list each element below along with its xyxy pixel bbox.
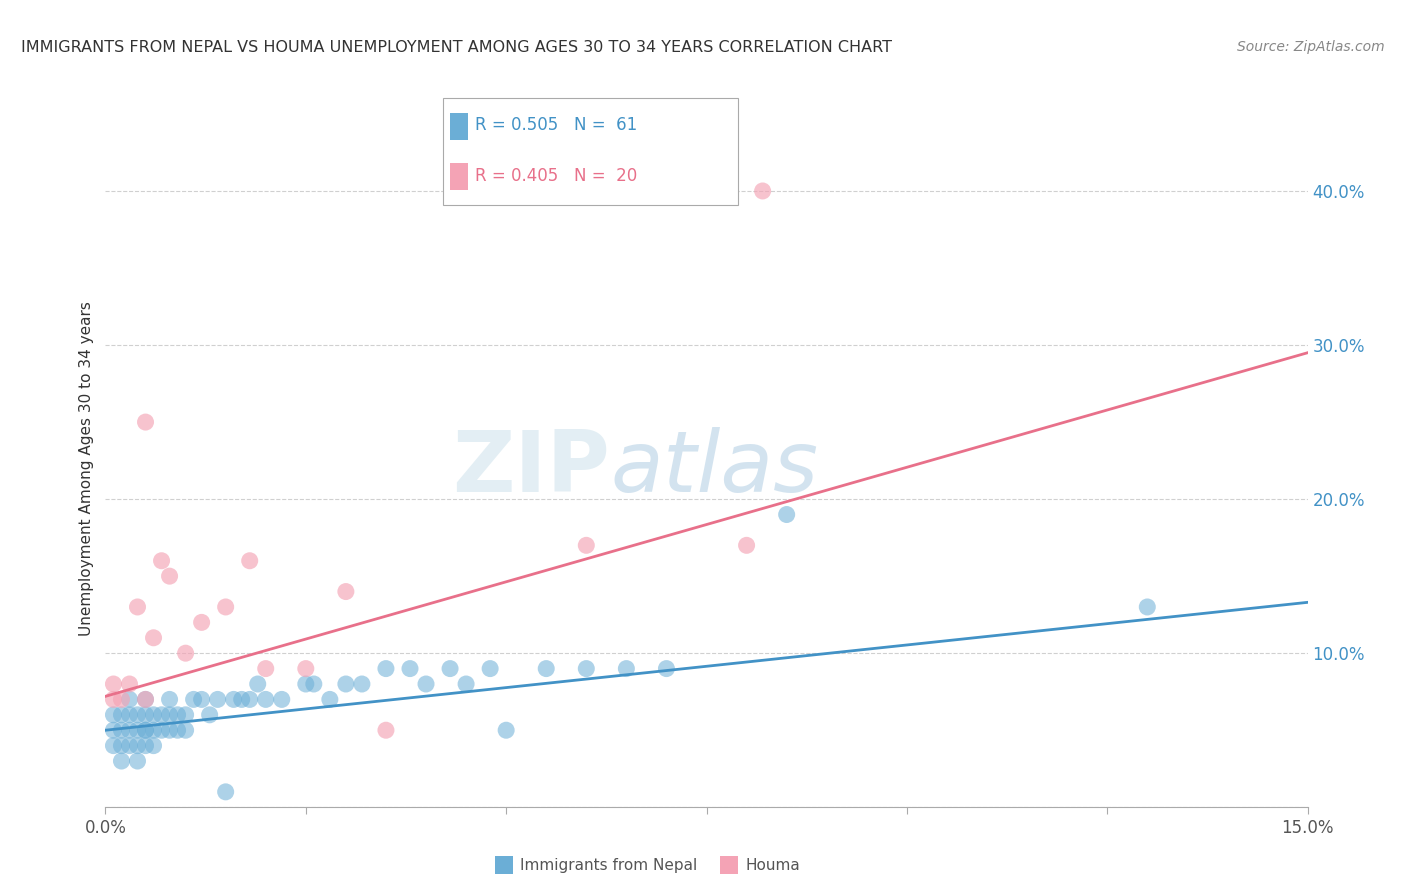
Point <box>415 677 437 691</box>
Point <box>479 662 502 676</box>
Point <box>142 707 165 722</box>
Point <box>575 662 598 676</box>
Point <box>374 723 398 738</box>
Text: Houma: Houma <box>745 858 800 872</box>
Point <box>222 692 245 706</box>
Point <box>174 646 197 660</box>
Point <box>335 584 357 599</box>
Point <box>150 707 173 722</box>
Point <box>454 677 477 691</box>
Point <box>159 569 181 583</box>
Point <box>142 723 165 738</box>
Point <box>302 677 325 691</box>
Point <box>495 723 517 738</box>
Point <box>295 677 318 691</box>
Point <box>246 677 269 691</box>
Point <box>142 631 165 645</box>
Point <box>190 692 212 706</box>
Point <box>135 692 157 706</box>
Point <box>127 739 149 753</box>
Point <box>575 538 598 552</box>
Point <box>207 692 229 706</box>
Point <box>534 662 557 676</box>
Point <box>231 692 253 706</box>
Text: ZIP: ZIP <box>453 426 610 510</box>
Point <box>159 723 181 738</box>
Point <box>159 692 181 706</box>
Point <box>118 723 141 738</box>
Point <box>135 415 157 429</box>
Point <box>127 599 149 614</box>
Point <box>183 692 205 706</box>
Point <box>103 723 125 738</box>
Point <box>118 739 141 753</box>
Point <box>1136 599 1159 614</box>
Y-axis label: Unemployment Among Ages 30 to 34 years: Unemployment Among Ages 30 to 34 years <box>79 301 94 636</box>
Point <box>110 692 132 706</box>
Text: IMMIGRANTS FROM NEPAL VS HOUMA UNEMPLOYMENT AMONG AGES 30 TO 34 YEARS CORRELATIO: IMMIGRANTS FROM NEPAL VS HOUMA UNEMPLOYM… <box>21 40 891 55</box>
Point <box>174 723 197 738</box>
Point <box>127 754 149 768</box>
Point <box>214 599 236 614</box>
Point <box>127 723 149 738</box>
Text: atlas: atlas <box>610 426 818 510</box>
Point <box>254 662 277 676</box>
Point <box>174 707 197 722</box>
Point <box>239 554 262 568</box>
Point <box>319 692 342 706</box>
Point <box>110 723 132 738</box>
Point <box>295 662 318 676</box>
Point <box>142 739 165 753</box>
Point <box>110 707 132 722</box>
Point <box>270 692 292 706</box>
Point <box>439 662 461 676</box>
Point <box>135 707 157 722</box>
Text: Source: ZipAtlas.com: Source: ZipAtlas.com <box>1237 40 1385 54</box>
Point <box>103 707 125 722</box>
Point <box>118 677 141 691</box>
Point <box>110 754 132 768</box>
Point <box>776 508 799 522</box>
Point <box>103 677 125 691</box>
Point <box>118 692 141 706</box>
Point <box>735 538 758 552</box>
Point <box>103 739 125 753</box>
Point <box>150 554 173 568</box>
Point <box>751 184 773 198</box>
Point <box>655 662 678 676</box>
Point <box>166 707 188 722</box>
Point <box>254 692 277 706</box>
Point <box>198 707 221 722</box>
Point <box>103 692 125 706</box>
Point <box>335 677 357 691</box>
Point <box>135 692 157 706</box>
Point <box>135 723 157 738</box>
Point <box>135 739 157 753</box>
Point <box>399 662 422 676</box>
Point <box>118 707 141 722</box>
Text: R = 0.405   N =  20: R = 0.405 N = 20 <box>475 167 637 185</box>
Point <box>127 707 149 722</box>
Point <box>239 692 262 706</box>
Point <box>110 739 132 753</box>
Point <box>135 723 157 738</box>
Point <box>616 662 638 676</box>
Point <box>214 785 236 799</box>
Point <box>166 723 188 738</box>
Point <box>374 662 398 676</box>
Text: R = 0.505   N =  61: R = 0.505 N = 61 <box>475 117 637 135</box>
Point <box>350 677 373 691</box>
Point <box>190 615 212 630</box>
Text: Immigrants from Nepal: Immigrants from Nepal <box>520 858 697 872</box>
Point <box>150 723 173 738</box>
Point <box>159 707 181 722</box>
